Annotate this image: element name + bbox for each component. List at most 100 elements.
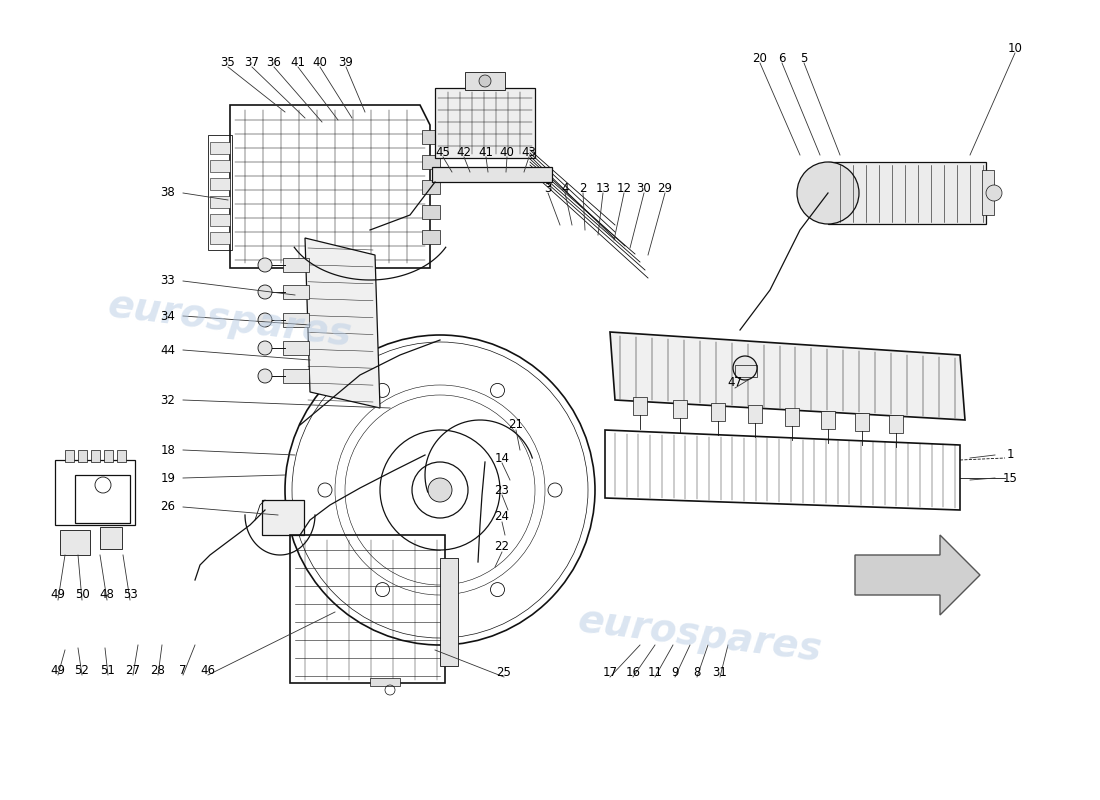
Bar	[91, 450, 100, 462]
Circle shape	[428, 478, 452, 502]
Bar	[785, 408, 799, 426]
Bar	[422, 180, 440, 194]
Bar	[283, 313, 309, 327]
Text: 4: 4	[561, 182, 569, 194]
Bar	[982, 170, 994, 215]
Text: 3: 3	[544, 182, 552, 194]
Text: 34: 34	[161, 310, 175, 322]
Text: 40: 40	[499, 146, 515, 158]
Bar	[422, 155, 440, 169]
Text: 41: 41	[478, 146, 494, 158]
Bar	[55, 460, 135, 525]
Text: 15: 15	[1002, 471, 1018, 485]
Bar	[711, 402, 725, 421]
Text: 22: 22	[495, 541, 509, 554]
Circle shape	[478, 75, 491, 87]
Text: 23: 23	[495, 483, 509, 497]
Bar	[434, 88, 535, 158]
Text: 17: 17	[603, 666, 617, 678]
Bar	[440, 558, 458, 666]
Text: 29: 29	[658, 182, 672, 194]
Circle shape	[258, 285, 272, 299]
Text: 49: 49	[51, 663, 66, 677]
Text: 8: 8	[693, 666, 701, 678]
Bar	[100, 527, 122, 549]
Bar	[210, 160, 230, 172]
Text: 40: 40	[312, 55, 328, 69]
Text: 21: 21	[508, 418, 524, 431]
Bar	[210, 196, 230, 208]
Text: 25: 25	[496, 666, 512, 678]
Text: 13: 13	[595, 182, 610, 194]
Text: 45: 45	[436, 146, 450, 158]
Text: 24: 24	[495, 510, 509, 523]
Polygon shape	[610, 332, 965, 420]
Text: 49: 49	[51, 589, 66, 602]
Text: 48: 48	[100, 589, 114, 602]
Bar	[828, 162, 986, 224]
Bar	[673, 400, 688, 418]
Text: 44: 44	[161, 343, 176, 357]
Bar	[821, 410, 835, 429]
Text: 19: 19	[161, 471, 176, 485]
Bar	[208, 135, 232, 250]
Text: 18: 18	[161, 443, 175, 457]
Bar	[283, 369, 309, 383]
Text: 35: 35	[221, 55, 235, 69]
Text: 42: 42	[456, 146, 472, 158]
Bar	[262, 500, 304, 535]
Bar	[422, 205, 440, 219]
Text: eurospares: eurospares	[106, 286, 354, 354]
Bar	[855, 413, 869, 431]
Circle shape	[986, 185, 1002, 201]
Text: 32: 32	[161, 394, 175, 406]
Bar	[632, 397, 647, 415]
Text: 9: 9	[671, 666, 679, 678]
Bar	[283, 258, 309, 272]
Text: 41: 41	[290, 55, 306, 69]
Text: 30: 30	[637, 182, 651, 194]
Text: 1: 1	[1006, 449, 1014, 462]
Bar	[370, 678, 400, 686]
Bar	[432, 167, 552, 182]
Bar	[210, 178, 230, 190]
Circle shape	[258, 341, 272, 355]
Text: 33: 33	[161, 274, 175, 287]
Bar	[117, 450, 126, 462]
Text: 27: 27	[125, 663, 141, 677]
Text: 38: 38	[161, 186, 175, 199]
Polygon shape	[305, 238, 380, 408]
Bar	[290, 535, 446, 683]
Text: 50: 50	[75, 589, 89, 602]
Text: 5: 5	[801, 51, 807, 65]
Text: 53: 53	[122, 589, 138, 602]
Bar	[422, 130, 440, 144]
Circle shape	[258, 313, 272, 327]
Bar	[283, 341, 309, 355]
Text: 52: 52	[75, 663, 89, 677]
Bar	[65, 450, 74, 462]
Bar	[422, 230, 440, 244]
Bar	[283, 285, 309, 299]
Bar	[210, 142, 230, 154]
Bar	[735, 365, 757, 377]
Text: 31: 31	[713, 666, 727, 678]
Bar	[210, 232, 230, 244]
Text: 46: 46	[200, 663, 216, 677]
Text: eurospares: eurospares	[575, 601, 824, 669]
Text: 6: 6	[779, 51, 785, 65]
Text: 43: 43	[521, 146, 537, 158]
Circle shape	[733, 356, 757, 380]
Text: 11: 11	[648, 666, 662, 678]
Circle shape	[258, 258, 272, 272]
Bar	[210, 214, 230, 226]
Circle shape	[798, 162, 859, 224]
Text: 14: 14	[495, 451, 509, 465]
Text: 47: 47	[727, 377, 742, 390]
Bar	[60, 530, 90, 555]
Text: 10: 10	[1008, 42, 1022, 54]
Text: 16: 16	[626, 666, 640, 678]
Text: 2: 2	[580, 182, 586, 194]
Circle shape	[258, 369, 272, 383]
Polygon shape	[855, 535, 980, 615]
